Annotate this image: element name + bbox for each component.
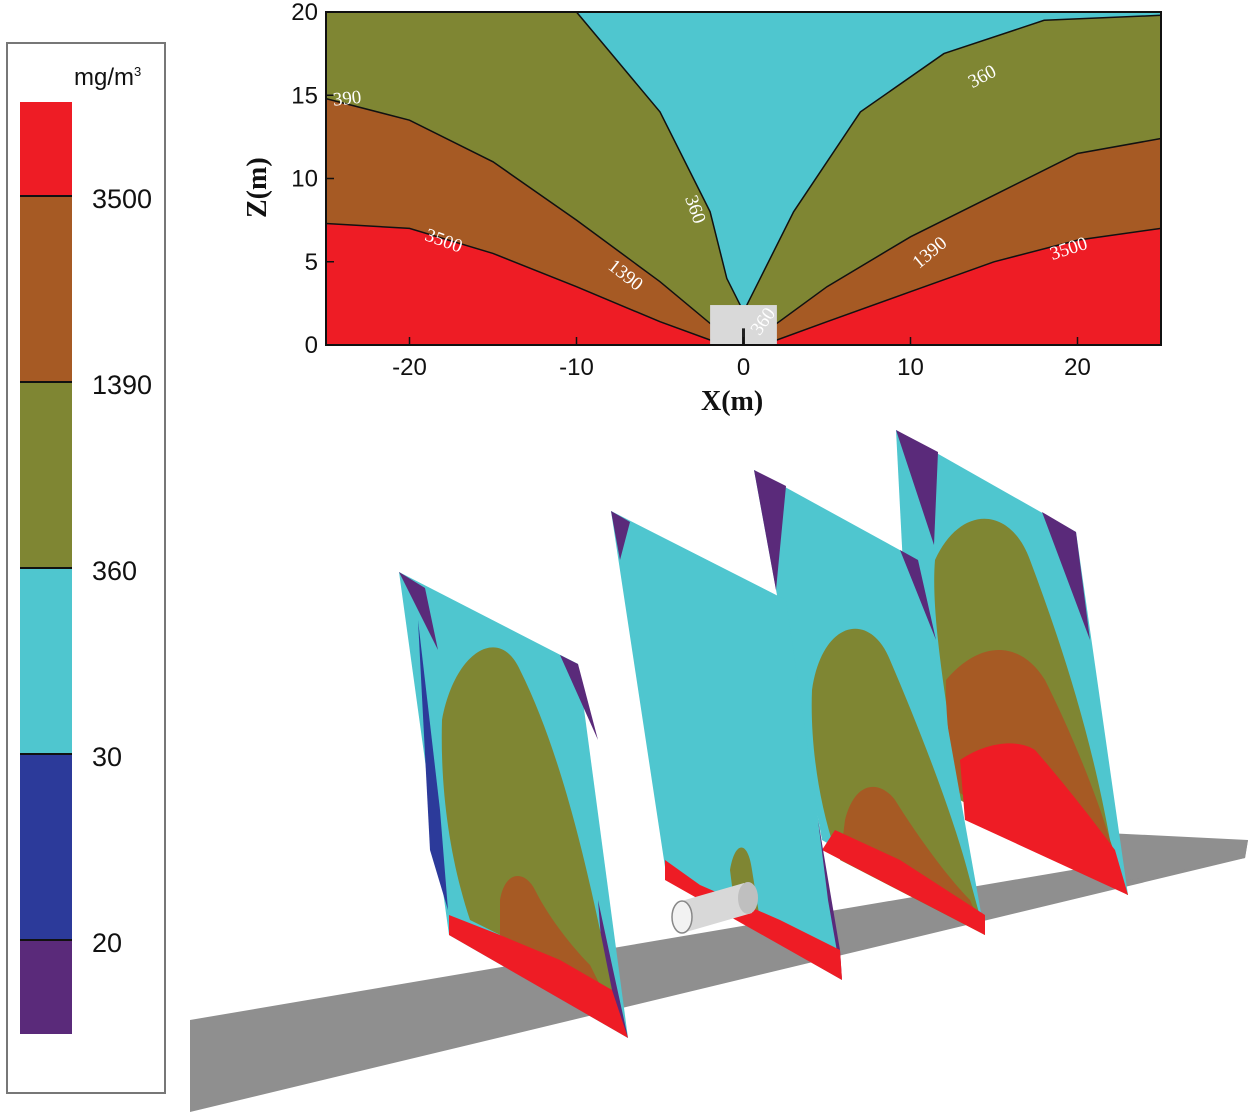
x-axis-title: X(m) <box>701 386 763 417</box>
contour-region-right-3500 <box>743 228 1161 345</box>
colorbar-band-below-20 <box>20 940 72 1034</box>
y-tick-label: 5 <box>305 249 318 276</box>
colorbar-divider <box>20 939 72 941</box>
x-tick-label: -20 <box>392 354 427 381</box>
colorbar-unit: mg/m3 <box>74 64 142 91</box>
colorbar-divider <box>20 567 72 569</box>
colorbar-tick-label: 360 <box>92 556 138 586</box>
colorbar-band-30-360 <box>20 568 72 754</box>
ground-plane-far <box>1046 830 1248 880</box>
colorbar-tick-label: 30 <box>92 742 123 772</box>
ground-plane <box>190 840 1248 1112</box>
colorbar-tick-label: 1390 <box>92 370 153 400</box>
colorbar-divider <box>20 753 72 755</box>
isoline-3500-right <box>743 227 1162 345</box>
y-tick-label: 20 <box>291 0 318 26</box>
contour-region-left-3500 <box>326 223 744 345</box>
y-tick-label: 0 <box>305 332 318 359</box>
slice-4 <box>896 430 1128 895</box>
colorbar-divider <box>20 195 72 197</box>
x-tick-label: -10 <box>559 354 594 381</box>
colorbar-legend: mg/m3 3500 1390 360 30 20 <box>6 42 166 1094</box>
colorbar-divider <box>20 381 72 383</box>
x-tick-label: 10 <box>897 354 924 381</box>
isoline-1390-right <box>743 137 1162 338</box>
colorbar-band-above-3500 <box>20 102 72 196</box>
colorbar-band-1390-3500 <box>20 196 72 382</box>
contour-label: 390 <box>332 87 363 111</box>
y-axis-title: Z(m) <box>242 157 273 218</box>
slice-1 <box>399 572 628 1038</box>
x-tick-label: 20 <box>1064 354 1091 381</box>
slice-2 <box>611 511 842 980</box>
x-tick-label: 0 <box>737 354 750 381</box>
colorbar-band-360-1390 <box>20 382 72 568</box>
colorbar-tick-label: 20 <box>92 928 123 958</box>
y-tick-label: 15 <box>291 82 318 109</box>
y-tick-label: 10 <box>291 166 318 193</box>
isoline-360-right <box>742 14 1162 313</box>
colorbar-band-20-30 <box>20 754 72 940</box>
slice-3 <box>754 470 985 935</box>
cylinder-obstacle <box>671 882 758 934</box>
colorbar-tick-label: 3500 <box>92 184 153 214</box>
